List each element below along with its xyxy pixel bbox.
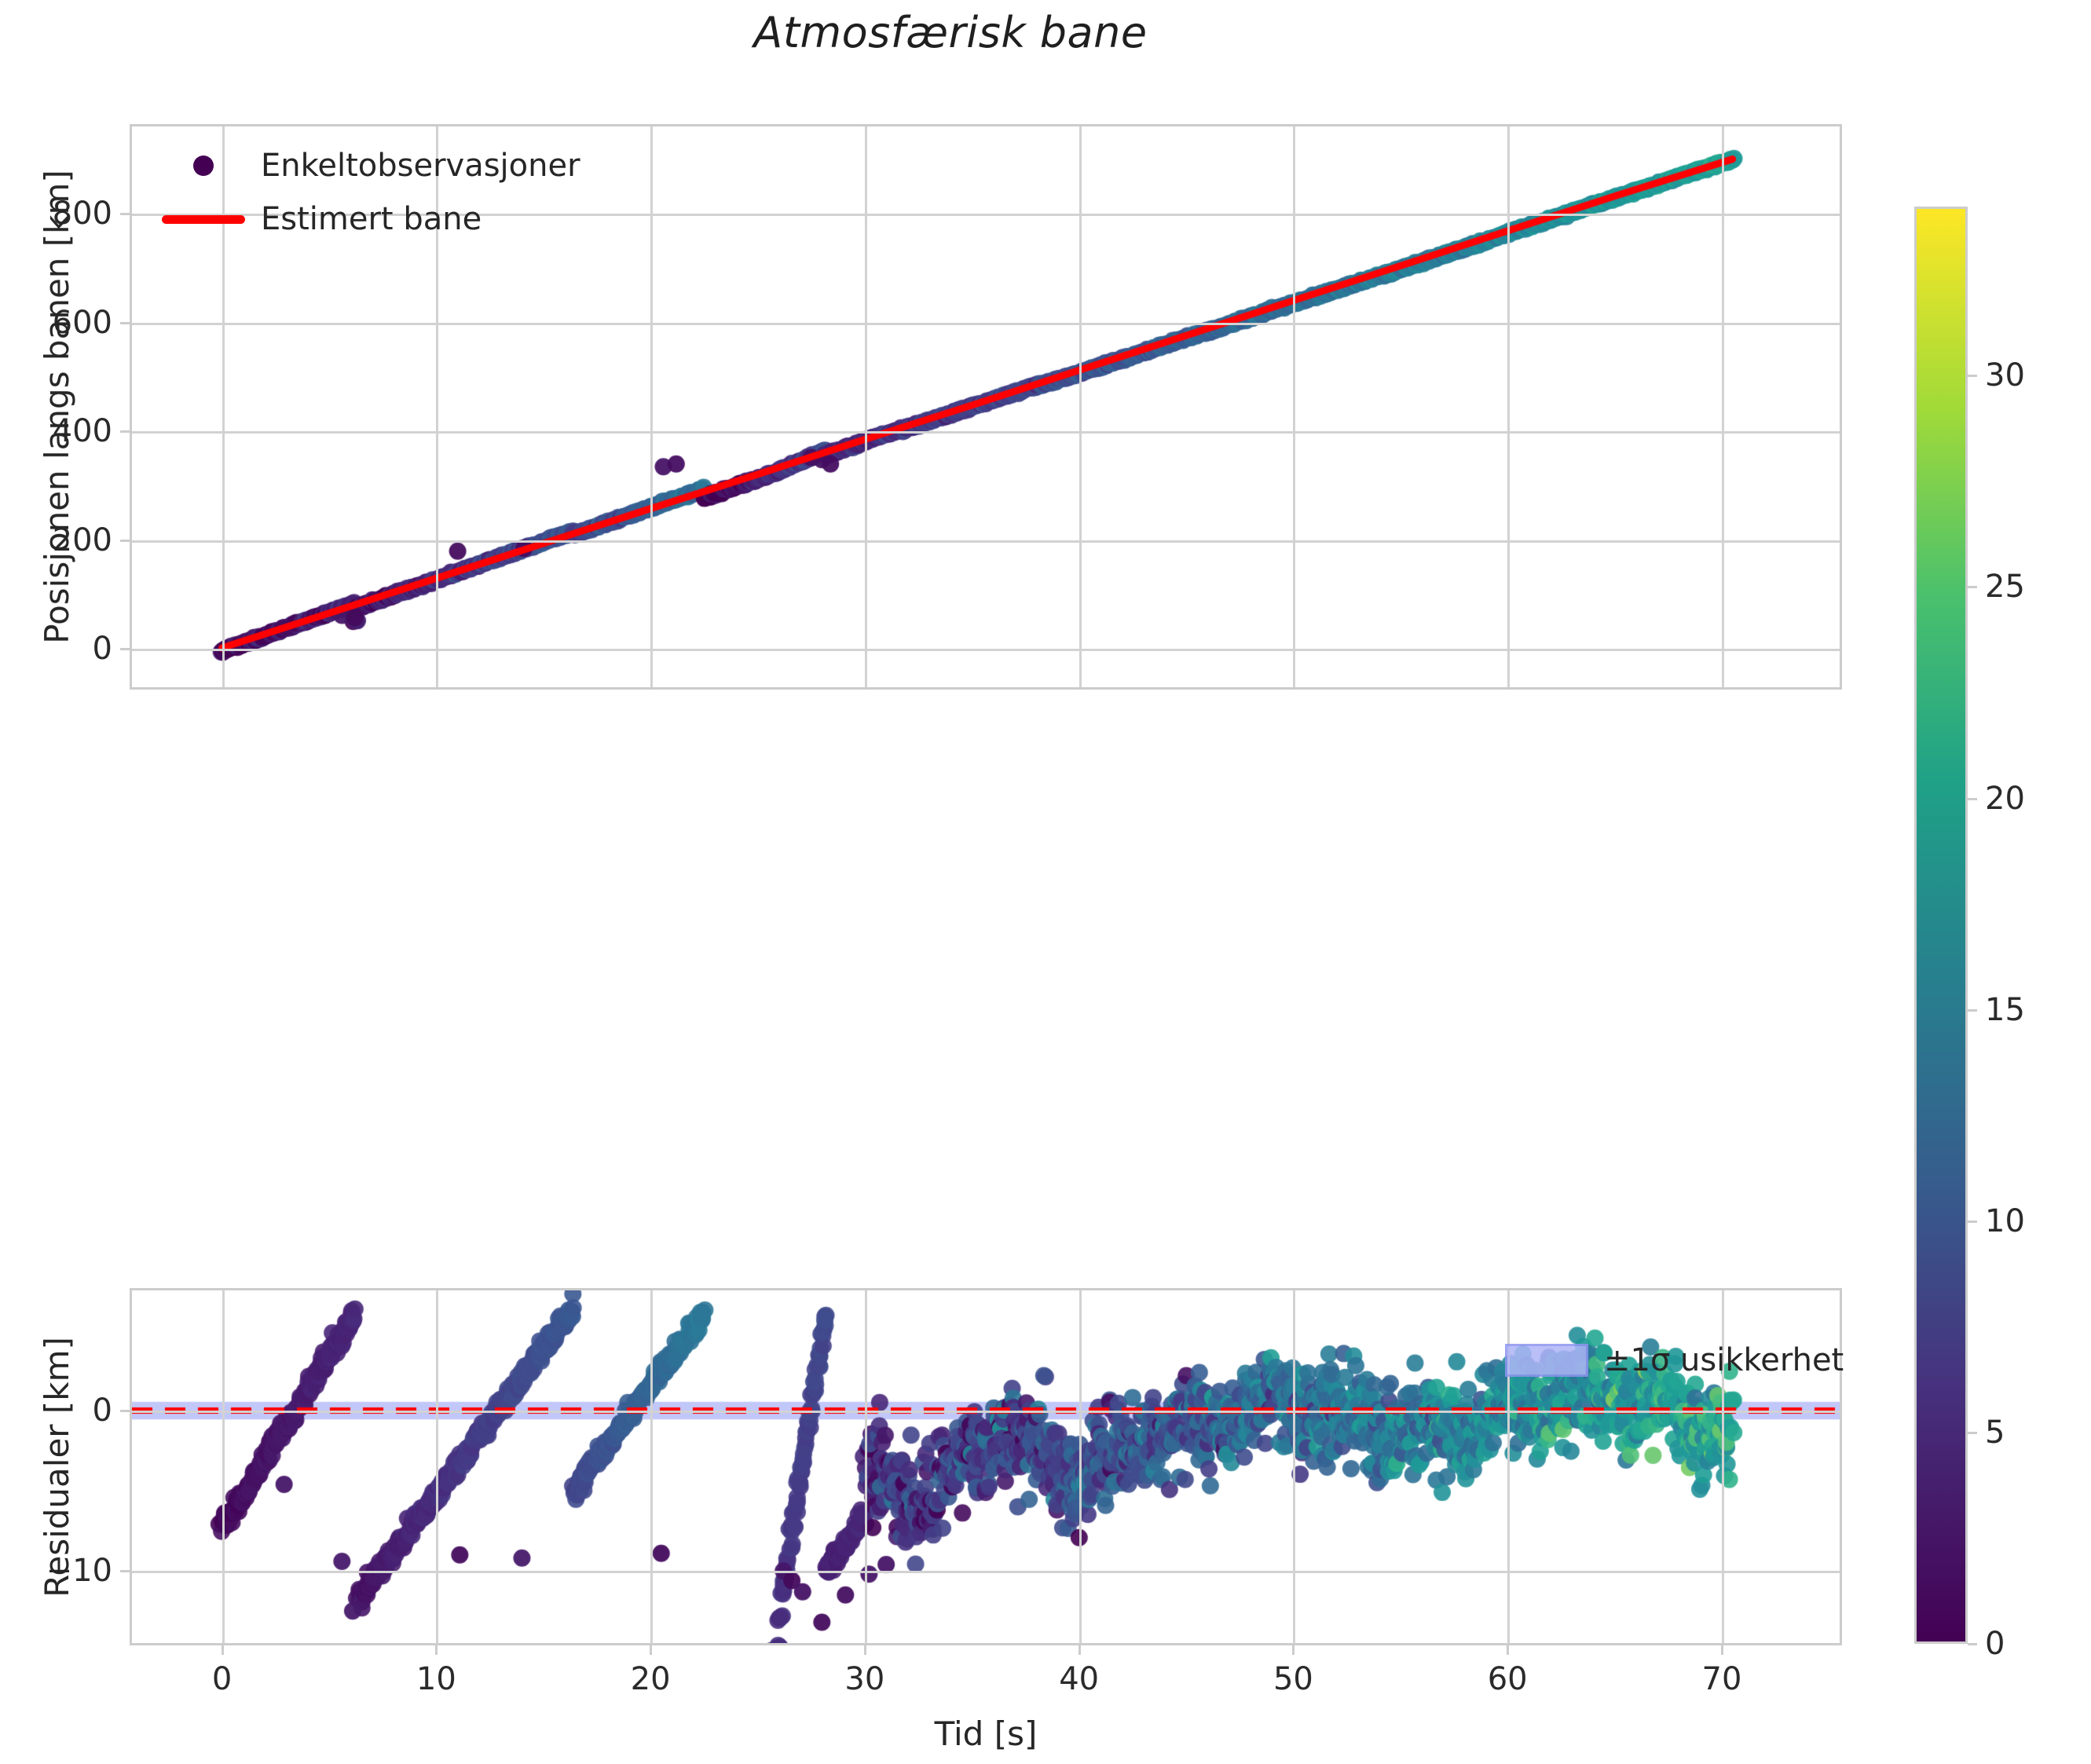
colorbar-tick-mark bbox=[1968, 1008, 1977, 1012]
colorbar-tick-mark bbox=[1968, 1431, 1977, 1434]
gridline-vertical bbox=[864, 126, 867, 687]
gridline-horizontal bbox=[132, 1411, 1840, 1414]
gridline-horizontal bbox=[132, 213, 1840, 216]
colorbar-tick-label: 10 bbox=[1985, 1202, 2025, 1239]
x-tick-label: 70 bbox=[1701, 1661, 1742, 1697]
gridline-vertical bbox=[650, 126, 654, 687]
residual-y-axis-label-text: Residualer [km] bbox=[38, 1336, 76, 1597]
gridline-vertical bbox=[1078, 126, 1082, 687]
gridline-vertical bbox=[222, 1290, 225, 1643]
x-axis-label: Tid [s] bbox=[934, 1715, 1038, 1753]
gridline-vertical bbox=[436, 1290, 439, 1643]
colorbar-tick-mark bbox=[1968, 1220, 1977, 1223]
y-tick-mark-main bbox=[120, 430, 130, 434]
y-tick-label-residual: 0 bbox=[92, 1393, 112, 1429]
legend-label-uncertainty: ±1σ usikkerhet bbox=[1604, 1342, 1844, 1378]
y-tick-mark-main bbox=[120, 648, 130, 651]
main-y-axis-label-text: Posisjonen langs banen [km] bbox=[38, 170, 76, 644]
colorbar-tick-mark bbox=[1968, 375, 1977, 378]
y-tick-label-main: 0 bbox=[92, 631, 112, 668]
x-tick-label: 60 bbox=[1487, 1661, 1528, 1697]
y-tick-label-main: 800 bbox=[52, 195, 112, 232]
gridline-horizontal bbox=[132, 431, 1840, 434]
colorbar-tick-mark bbox=[1968, 797, 1977, 800]
legend-label-estimated-track: Estimert bane bbox=[261, 201, 482, 237]
x-tick-label: 10 bbox=[416, 1661, 456, 1697]
x-tick-mark bbox=[1507, 1645, 1510, 1655]
x-tick-mark bbox=[1078, 1645, 1081, 1655]
colorbar-tick-label: 20 bbox=[1985, 780, 2025, 817]
gridline-horizontal bbox=[132, 540, 1840, 543]
residual-plot-legend: ±1σ usikkerhet bbox=[1500, 1342, 1844, 1378]
y-tick-label-residual: −10 bbox=[46, 1553, 112, 1590]
gridline-vertical bbox=[1293, 126, 1296, 687]
colorbar-tick-label: 0 bbox=[1985, 1626, 2005, 1662]
trajectory-scatter-canvas bbox=[132, 126, 1840, 687]
y-tick-label-main: 400 bbox=[52, 413, 112, 450]
main-plot-area bbox=[132, 126, 1840, 687]
x-tick-label: 40 bbox=[1059, 1661, 1100, 1697]
colorbar-tick-label: 25 bbox=[1985, 569, 2025, 606]
gridline-vertical bbox=[222, 126, 225, 687]
gridline-vertical bbox=[1293, 1290, 1296, 1643]
x-tick-mark bbox=[650, 1645, 653, 1655]
x-tick-label: 20 bbox=[630, 1661, 671, 1697]
y-tick-label-main: 200 bbox=[52, 522, 112, 558]
red-line-icon bbox=[157, 214, 250, 224]
x-tick-label: 30 bbox=[844, 1661, 885, 1697]
gridline-vertical bbox=[1507, 126, 1511, 687]
y-tick-label-main: 600 bbox=[52, 304, 112, 341]
y-tick-mark-main bbox=[120, 539, 130, 542]
gridline-horizontal bbox=[132, 322, 1840, 325]
colorbar-tick-label: 15 bbox=[1985, 991, 2025, 1028]
y-tick-mark-residual bbox=[120, 1570, 130, 1573]
gridline-vertical bbox=[1721, 1290, 1724, 1643]
x-tick-mark bbox=[1292, 1645, 1295, 1655]
x-tick-mark bbox=[863, 1645, 866, 1655]
gridline-horizontal bbox=[132, 649, 1840, 652]
gridline-vertical bbox=[436, 126, 439, 687]
legend-label-observations: Enkeltobservasjoner bbox=[261, 148, 580, 184]
legend-item-estimated-track: Estimert bane bbox=[157, 201, 580, 237]
x-tick-mark bbox=[221, 1645, 224, 1655]
main-plot-axes bbox=[130, 124, 1842, 690]
scatter-dot-icon bbox=[157, 156, 250, 176]
gridline-vertical bbox=[650, 1290, 654, 1643]
x-tick-label: 0 bbox=[211, 1661, 233, 1697]
colorbar-tick-label: 5 bbox=[1985, 1414, 2005, 1451]
x-tick-mark bbox=[435, 1645, 438, 1655]
colorbar-tick-label: 30 bbox=[1985, 357, 2025, 394]
main-plot-legend: Enkeltobservasjoner Estimert bane bbox=[157, 148, 580, 237]
page-title: Atmosfærisk bane bbox=[753, 8, 1148, 57]
colorbar-tick-mark bbox=[1968, 1643, 1977, 1645]
x-tick-label: 50 bbox=[1273, 1661, 1313, 1697]
gridline-vertical bbox=[864, 1290, 867, 1643]
colorbar bbox=[1914, 207, 1968, 1644]
y-tick-mark-residual bbox=[120, 1410, 130, 1413]
gridline-vertical bbox=[1507, 1290, 1511, 1643]
gridline-vertical bbox=[1721, 126, 1724, 687]
gridline-vertical bbox=[1078, 1290, 1082, 1643]
legend-item-observations: Enkeltobservasjoner bbox=[157, 148, 580, 184]
y-tick-mark-main bbox=[120, 212, 130, 215]
y-tick-mark-main bbox=[120, 321, 130, 324]
uncertainty-band-icon bbox=[1500, 1344, 1593, 1377]
x-tick-mark bbox=[1720, 1645, 1723, 1655]
colorbar-label-text: Tid [s] bbox=[2086, 873, 2091, 977]
gridline-horizontal bbox=[132, 1571, 1840, 1574]
legend-item-uncertainty: ±1σ usikkerhet bbox=[1500, 1342, 1844, 1378]
colorbar-tick-mark bbox=[1968, 586, 1977, 589]
